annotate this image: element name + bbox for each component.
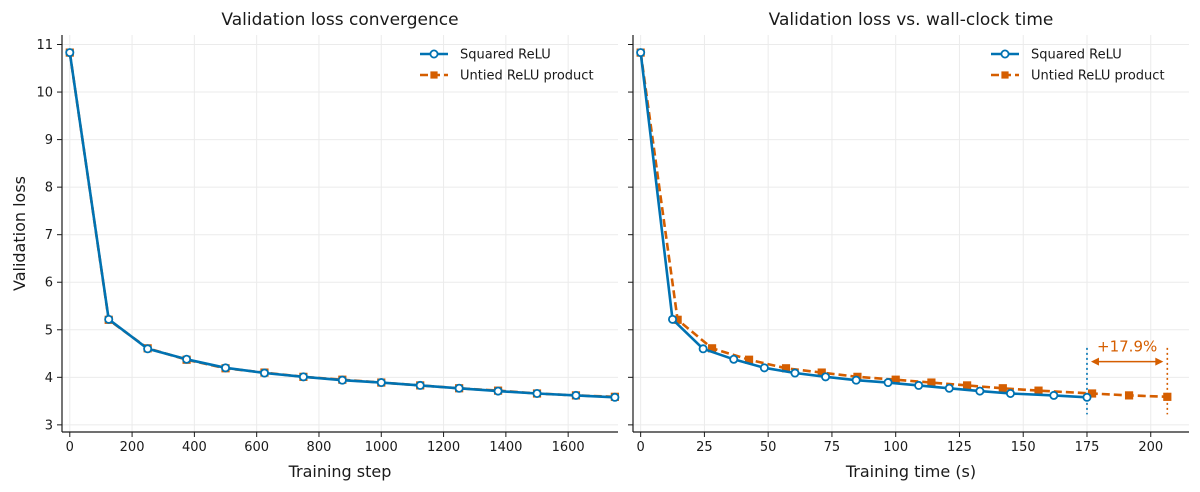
x-tick-label: 1400: [489, 440, 522, 455]
data-point-squared-relu: [532, 388, 542, 398]
x-tick-label: 0: [66, 440, 74, 455]
y-axis-label: Validation loss: [10, 176, 29, 291]
data-point-squared-relu: [376, 378, 386, 388]
data-point-untied-relu-product: [1034, 386, 1043, 395]
data-point-squared-relu: [759, 363, 769, 373]
annotation-label: +17.9%: [1097, 338, 1157, 356]
data-point-squared-relu: [821, 372, 831, 382]
chart-panel-1: 0 200 400 600 800 1000 1200 1400 1600 3 4 5 6 7 8 9 10 11…: [10, 10, 620, 481]
x-axis-label: Training step: [288, 462, 392, 481]
data-point-squared-relu: [298, 372, 308, 382]
data-point-untied-relu-product: [963, 381, 972, 390]
chart-title: Validation loss vs. wall-clock time: [769, 10, 1054, 30]
legend-marker: [1001, 71, 1009, 79]
x-axis-label: Training time (s): [845, 462, 976, 481]
data-point-squared-relu: [1082, 392, 1092, 402]
data-point-squared-relu: [337, 375, 347, 385]
chart-title: Validation loss convergence: [221, 10, 458, 30]
data-point-untied-relu-product: [998, 384, 1007, 393]
x-tick-label: 400: [182, 440, 207, 455]
data-point-squared-relu: [1049, 390, 1059, 400]
data-point-squared-relu: [415, 380, 425, 390]
legend-label: Untied ReLU product: [1031, 69, 1165, 84]
data-point-squared-relu: [610, 392, 620, 402]
data-point-squared-relu: [636, 48, 646, 58]
x-tick-label: 1200: [427, 440, 460, 455]
y-tick-label: 4: [45, 371, 53, 386]
x-tick-label: 1000: [365, 440, 398, 455]
legend-marker: [430, 71, 438, 79]
legend-marker: [1000, 49, 1010, 59]
x-tick-label: 0: [637, 440, 645, 455]
y-tick-label: 5: [45, 323, 53, 338]
data-point-squared-relu: [914, 380, 924, 390]
legend-marker: [429, 49, 439, 59]
x-tick-label: 600: [244, 440, 269, 455]
data-point-squared-relu: [259, 368, 269, 378]
data-point-squared-relu: [975, 386, 985, 396]
data-point-squared-relu: [698, 344, 708, 354]
y-tick-label: 7: [45, 228, 53, 243]
data-point-untied-relu-product: [1124, 391, 1134, 400]
annotation-arrowhead-left: [1090, 357, 1099, 366]
data-point-squared-relu: [790, 368, 800, 378]
x-tick-label: 800: [307, 440, 332, 455]
data-point-squared-relu: [883, 378, 893, 388]
y-tick-label: 9: [45, 133, 53, 148]
data-point-squared-relu: [454, 383, 464, 393]
series-line-squared-relu: [639, 52, 1088, 399]
y-tick-label: 3: [45, 418, 53, 433]
y-tick-label: 6: [45, 276, 53, 291]
legend-label: Squared ReLU: [460, 48, 551, 63]
data-point-untied-relu-product: [1163, 392, 1172, 401]
chart-panel-2: 0 25 50 75 100 125 150 175 200 Validation loss vs…: [628, 10, 1189, 481]
y-tick-label: 11: [36, 38, 53, 53]
data-point-squared-relu: [729, 354, 739, 364]
data-point-squared-relu: [104, 314, 114, 324]
data-point-squared-relu: [493, 386, 503, 396]
y-tick-label: 8: [45, 181, 53, 196]
x-tick-label: 150: [1011, 440, 1036, 455]
data-point-squared-relu: [65, 48, 75, 58]
x-tick-label: 1600: [552, 440, 585, 455]
x-tick-label: 100: [883, 440, 908, 455]
x-tick-label: 75: [824, 440, 841, 455]
legend-label: Untied ReLU product: [460, 69, 594, 84]
legend-label: Squared ReLU: [1031, 48, 1122, 63]
legend: Squared ReLU Untied ReLU product: [420, 48, 594, 84]
series-line-untied-relu-product: [639, 52, 1168, 399]
data-point-squared-relu: [571, 390, 581, 400]
y-tick-label: 10: [36, 86, 53, 101]
data-point-squared-relu: [143, 344, 153, 354]
x-tick-label: 175: [1075, 440, 1100, 455]
data-point-squared-relu: [221, 363, 231, 373]
x-tick-label: 200: [1138, 440, 1163, 455]
data-point-squared-relu: [1005, 388, 1015, 398]
x-tick-label: 50: [760, 440, 777, 455]
x-tick-label: 200: [120, 440, 145, 455]
data-point-squared-relu: [668, 314, 678, 324]
data-point-squared-relu: [851, 375, 861, 385]
x-tick-label: 125: [947, 440, 972, 455]
x-tick-label: 25: [696, 440, 713, 455]
annotation-arrowhead-right: [1155, 357, 1164, 366]
data-point-squared-relu: [182, 354, 192, 364]
legend: Squared ReLU Untied ReLU product: [991, 48, 1165, 84]
data-point-squared-relu: [944, 383, 954, 393]
